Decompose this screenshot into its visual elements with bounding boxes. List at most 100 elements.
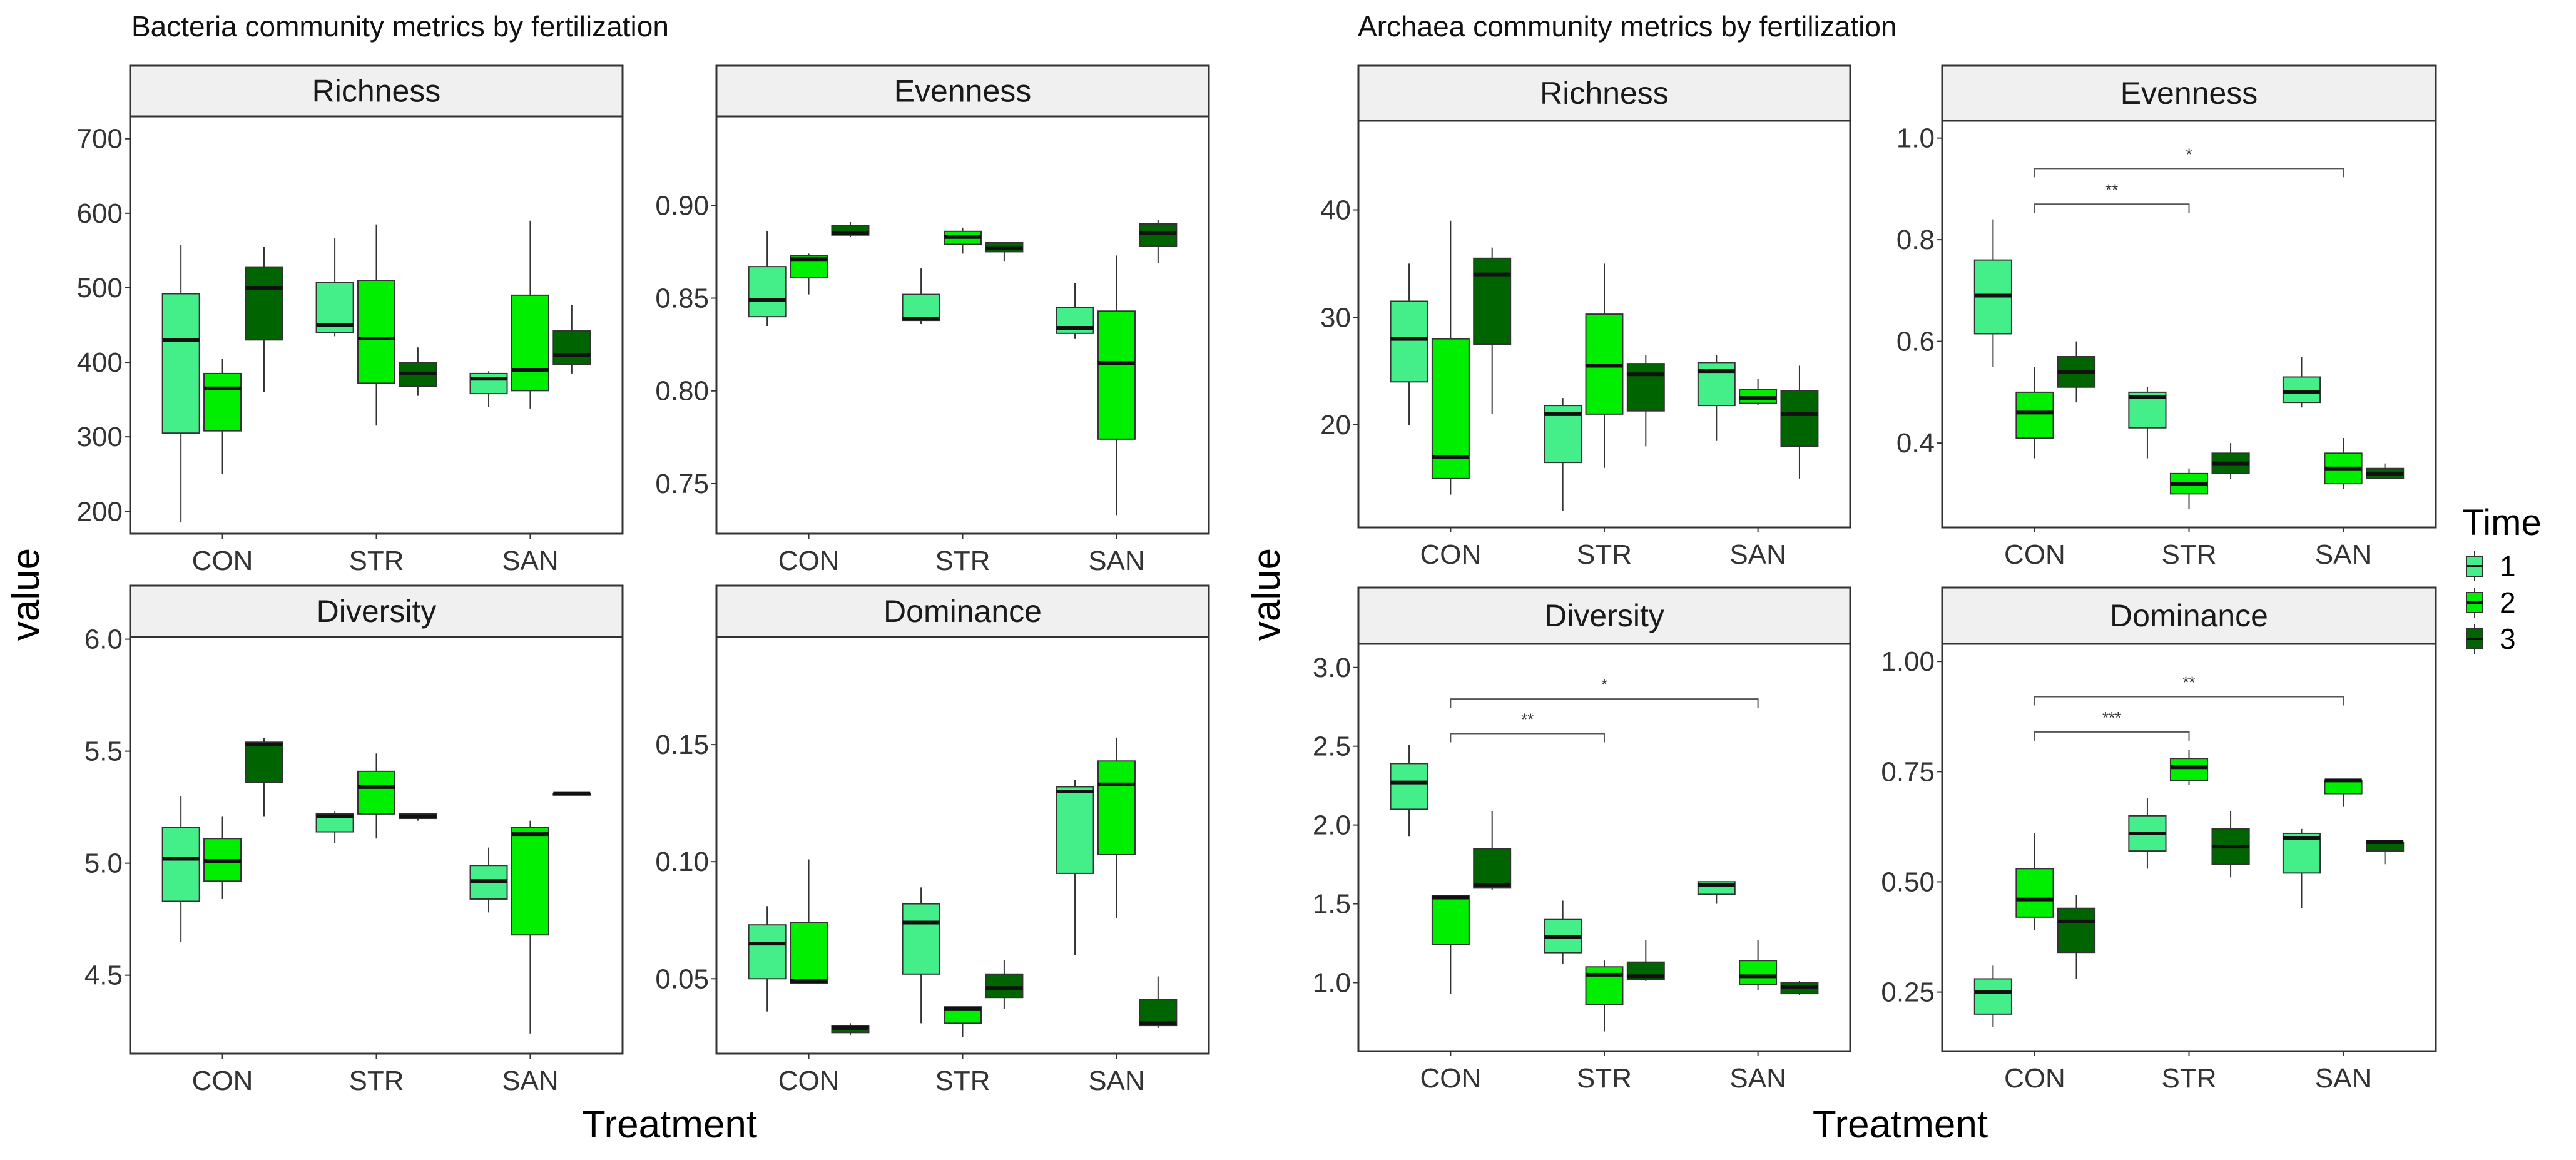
- box: [1473, 848, 1512, 889]
- box-san-time1: [469, 371, 508, 407]
- x-tick-label: STR: [1577, 1063, 1632, 1094]
- y-tick-label: 0.25: [1881, 977, 1935, 1008]
- y-tick-label: 1.00: [1881, 646, 1935, 677]
- box: [1780, 390, 1819, 447]
- box-san-time2: [511, 820, 549, 1034]
- y-tick-label: 0.15: [655, 730, 709, 760]
- strip-label: Richness: [1540, 76, 1669, 111]
- box-con-time3: [2057, 341, 2096, 403]
- y-tick-label: 0.75: [1881, 756, 1935, 787]
- box: [1097, 310, 1136, 440]
- legend: Time 12 3: [2462, 502, 2542, 655]
- strip-label: Diversity: [1544, 598, 1664, 633]
- box: [1056, 786, 1094, 874]
- box-con-time3: [245, 738, 283, 817]
- y-tick-label: 4.5: [84, 960, 123, 991]
- box: [552, 330, 591, 365]
- x-tick-label: CON: [1420, 539, 1481, 570]
- box: [1626, 363, 1665, 412]
- box: [2282, 832, 2321, 874]
- bracket-line: [2034, 696, 2344, 706]
- y-tick-label: 0.75: [655, 469, 709, 499]
- box-con-time1: [1390, 745, 1428, 837]
- y-tick-label: 0.50: [1881, 867, 1935, 897]
- archaea-y-axis-title: value: [1245, 548, 1288, 641]
- box-con-time3: [831, 1023, 870, 1035]
- box: [748, 924, 787, 980]
- significance-bracket: **: [2034, 180, 2190, 213]
- box: [2282, 376, 2321, 404]
- box: [2169, 758, 2209, 781]
- x-tick-label: CON: [192, 1066, 253, 1096]
- box-san-time3: [552, 305, 591, 374]
- box-san-time2: [2324, 778, 2363, 807]
- box-con-time3: [831, 221, 870, 237]
- x-tick-label: STR: [2162, 1063, 2217, 1094]
- panel-archaea-richness: Richness 20 30 40 CON STR SAN: [1320, 64, 1851, 570]
- strip: [1357, 586, 1851, 645]
- box-str-time1: [1544, 900, 1582, 964]
- box-con-time2: [1431, 895, 1470, 994]
- y-tick-label: 6.0: [84, 624, 123, 655]
- y-tick-label: 0.8: [1896, 225, 1935, 255]
- strip-label: Evenness: [2120, 76, 2258, 111]
- box: [245, 741, 283, 783]
- x-tick-label: SAN: [502, 1066, 558, 1096]
- box-con-time3: [1473, 247, 1512, 414]
- box-str-time1: [315, 238, 354, 337]
- box-con-time1: [748, 231, 787, 326]
- box-san-time3: [1139, 976, 1178, 1028]
- box-str-time1: [2128, 387, 2167, 459]
- bracket-line: [1450, 698, 1759, 708]
- bacteria-y-axis-title: value: [4, 548, 48, 641]
- box: [1973, 978, 2012, 1015]
- plot-frame: [1941, 643, 2437, 1052]
- y-tick-label: 700: [77, 124, 123, 155]
- box: [2015, 868, 2054, 918]
- y-tick-label: 0.10: [655, 847, 709, 877]
- box-san-time2: [1097, 255, 1136, 516]
- box-san-time3: [1780, 980, 1819, 995]
- y-tick-label: 40: [1320, 195, 1351, 226]
- box-str-time3: [2211, 443, 2250, 479]
- y-tick-label: 0.85: [655, 283, 709, 314]
- box: [1390, 300, 1428, 383]
- box: [902, 293, 940, 322]
- strip-label: Dominance: [2110, 598, 2268, 633]
- box-san-time3: [1780, 365, 1819, 479]
- box: [511, 294, 549, 392]
- box-str-time3: [1626, 940, 1665, 981]
- box: [748, 266, 787, 318]
- x-tick-label: SAN: [1729, 1063, 1786, 1094]
- archaea-x-axis-title: Treatment: [1813, 1103, 1988, 1146]
- box-san-time2: [2324, 438, 2363, 489]
- box-str-time2: [1585, 960, 1624, 1032]
- strip-label: Diversity: [317, 594, 437, 629]
- significance-label: *: [1601, 675, 1607, 694]
- x-tick-label: SAN: [2315, 539, 2371, 570]
- legend-label: 1: [2500, 550, 2516, 583]
- box-str-time3: [985, 960, 1024, 1009]
- box: [1585, 966, 1624, 1005]
- y-tick-label: 20: [1320, 410, 1351, 440]
- significance-label: **: [1521, 710, 1534, 729]
- legend-item-time2: 2: [2466, 586, 2516, 619]
- box-str-time2: [943, 227, 982, 254]
- box-str-time3: [1626, 355, 1665, 447]
- strip: [715, 584, 1210, 638]
- x-tick-label: STR: [935, 1066, 990, 1096]
- box: [2057, 907, 2096, 954]
- box: [1390, 763, 1428, 810]
- box-str-time3: [399, 347, 437, 396]
- x-tick-label: SAN: [2315, 1063, 2371, 1094]
- box: [2324, 780, 2363, 795]
- box-str-time1: [902, 887, 940, 1024]
- y-tick-label: 0.4: [1896, 428, 1935, 459]
- box: [790, 922, 828, 984]
- box-san-time1: [1056, 780, 1094, 955]
- box-con-time2: [203, 359, 242, 474]
- y-tick-label: 600: [77, 198, 123, 229]
- box-str-time2: [2169, 750, 2209, 785]
- box: [1739, 960, 1778, 985]
